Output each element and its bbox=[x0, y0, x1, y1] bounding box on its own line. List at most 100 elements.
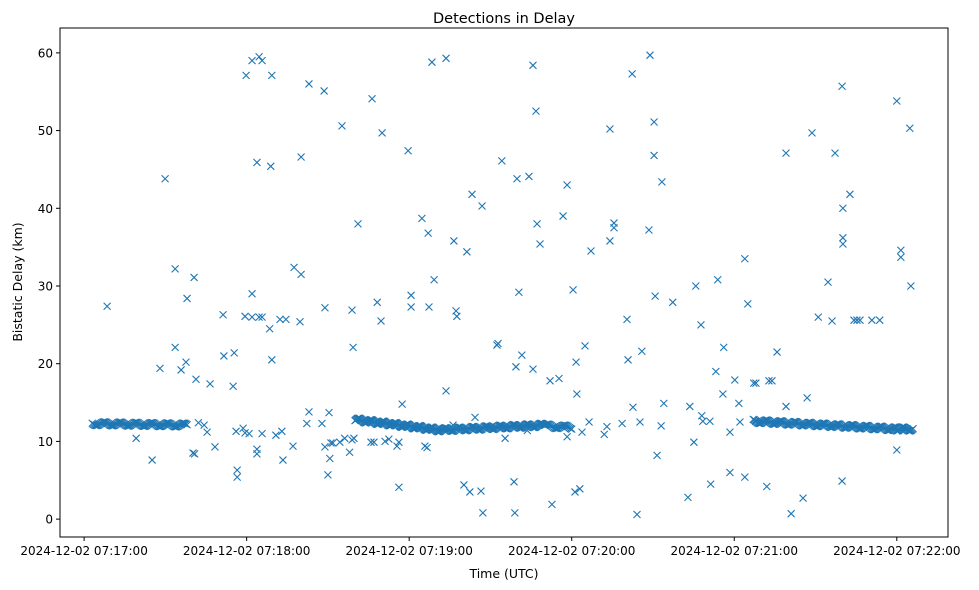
y-tick-label: 30 bbox=[38, 279, 53, 293]
data-point bbox=[606, 237, 614, 245]
data-point bbox=[762, 482, 771, 491]
data-point bbox=[657, 421, 666, 430]
data-point bbox=[512, 362, 520, 371]
data-point bbox=[650, 151, 658, 160]
data-point bbox=[718, 390, 727, 398]
data-point bbox=[206, 380, 214, 388]
data-point bbox=[645, 226, 653, 234]
data-point bbox=[328, 439, 337, 447]
data-point bbox=[430, 275, 438, 284]
data-point bbox=[424, 229, 433, 238]
data-point bbox=[272, 431, 280, 440]
data-point bbox=[321, 303, 329, 312]
data-point bbox=[749, 379, 758, 388]
data-point bbox=[461, 426, 470, 435]
data-point bbox=[581, 341, 589, 350]
data-point bbox=[241, 312, 249, 321]
data-point bbox=[618, 419, 626, 428]
y-tick-label: 10 bbox=[38, 435, 53, 449]
data-point bbox=[782, 402, 790, 411]
data-point bbox=[751, 417, 760, 426]
data-point bbox=[905, 124, 914, 133]
data-point bbox=[471, 413, 479, 422]
data-point bbox=[395, 483, 403, 492]
plot-frame bbox=[59, 27, 949, 538]
data-point bbox=[393, 442, 401, 450]
data-point bbox=[497, 156, 506, 165]
data-point bbox=[571, 488, 579, 496]
x-tick-label: 2024-12-02 07:17:00 bbox=[20, 544, 147, 558]
data-point bbox=[148, 456, 156, 464]
data-point bbox=[684, 493, 692, 502]
data-point bbox=[541, 421, 550, 429]
data-point bbox=[177, 366, 185, 374]
data-point bbox=[423, 443, 431, 452]
data-point bbox=[378, 129, 386, 137]
x-tick-label: 2024-12-02 07:21:00 bbox=[671, 544, 798, 558]
data-point bbox=[659, 399, 668, 408]
data-point bbox=[338, 122, 346, 130]
data-point bbox=[516, 421, 525, 429]
data-point bbox=[769, 420, 778, 429]
y-tick-label: 50 bbox=[38, 124, 53, 138]
data-point bbox=[896, 246, 905, 255]
data-point bbox=[572, 358, 580, 367]
data-points bbox=[88, 51, 917, 519]
data-point bbox=[533, 219, 541, 228]
data-point bbox=[685, 402, 694, 411]
data-point bbox=[468, 190, 476, 199]
data-point bbox=[623, 315, 631, 324]
data-point bbox=[171, 265, 180, 273]
data-point bbox=[510, 509, 519, 517]
data-point bbox=[442, 54, 450, 63]
data-point bbox=[719, 343, 728, 352]
y-tick-label: 20 bbox=[38, 357, 53, 371]
data-point bbox=[289, 442, 297, 450]
data-point bbox=[563, 181, 572, 189]
data-point bbox=[407, 291, 415, 300]
data-point bbox=[578, 428, 586, 436]
data-point bbox=[245, 429, 253, 438]
data-point bbox=[248, 313, 256, 321]
data-point bbox=[510, 477, 518, 486]
data-point bbox=[555, 374, 563, 383]
data-point bbox=[773, 348, 781, 356]
data-point bbox=[418, 214, 426, 223]
data-point bbox=[636, 418, 644, 426]
data-point bbox=[867, 316, 876, 325]
data-point bbox=[305, 407, 313, 416]
data-point bbox=[610, 223, 618, 232]
data-point bbox=[711, 367, 720, 376]
data-point bbox=[740, 254, 749, 263]
data-point bbox=[850, 316, 858, 325]
data-point bbox=[572, 390, 581, 398]
data-point bbox=[465, 488, 474, 496]
data-point bbox=[690, 438, 698, 447]
data-point bbox=[220, 352, 228, 360]
data-point bbox=[265, 324, 274, 333]
data-point bbox=[875, 316, 884, 325]
data-point bbox=[267, 355, 276, 364]
data-point bbox=[752, 379, 760, 388]
data-point bbox=[478, 202, 486, 210]
data-point bbox=[255, 313, 263, 321]
data-point bbox=[325, 408, 333, 417]
y-axis-label: Bistatic Delay (km) bbox=[10, 222, 25, 341]
data-point bbox=[183, 420, 191, 429]
data-point bbox=[146, 418, 155, 427]
data-point bbox=[340, 434, 349, 443]
data-point bbox=[831, 149, 839, 158]
data-point bbox=[182, 358, 190, 367]
x-tick-label: 2024-12-02 07:18:00 bbox=[183, 544, 310, 558]
data-point bbox=[799, 494, 807, 503]
data-point bbox=[862, 421, 870, 430]
data-point bbox=[600, 430, 609, 439]
data-point bbox=[318, 419, 326, 428]
data-point bbox=[892, 446, 901, 454]
data-point bbox=[297, 270, 305, 279]
data-point bbox=[107, 421, 116, 430]
data-point bbox=[452, 312, 461, 321]
data-point bbox=[190, 449, 199, 458]
data-point bbox=[814, 313, 823, 321]
data-point bbox=[839, 204, 847, 213]
